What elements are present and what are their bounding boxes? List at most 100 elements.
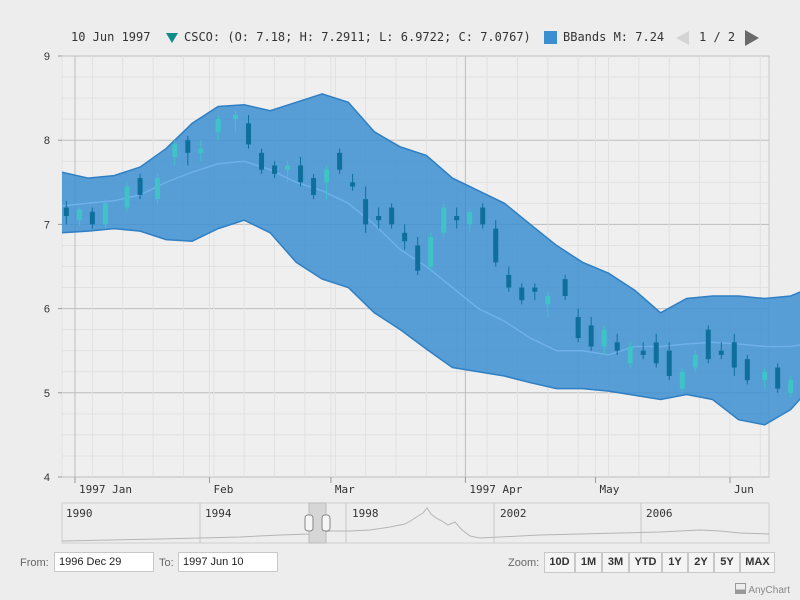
to-label: To: [159, 557, 174, 569]
candle-rising[interactable] [601, 329, 607, 347]
candle-rising[interactable] [679, 371, 685, 389]
candle-rising[interactable] [198, 148, 204, 153]
candle-rising[interactable] [102, 203, 108, 225]
candle-falling[interactable] [63, 207, 69, 216]
candle-falling[interactable] [640, 350, 646, 355]
bbands-middle-line [61, 160, 800, 356]
candle-falling[interactable] [588, 325, 594, 347]
legend-bbands-value: BBands M: 7.24 [563, 30, 665, 44]
x-tick-label: Feb [213, 483, 233, 496]
y-tick-label: 4 [44, 472, 50, 484]
candle-falling[interactable] [89, 211, 95, 225]
chart-legend: 10 Jun 1997 CSCO: (O: 7.18; H: 7.2911; L… [0, 30, 800, 48]
candle-rising[interactable] [285, 165, 291, 170]
candle-falling[interactable] [185, 140, 191, 153]
zoom-max-button[interactable]: MAX [740, 552, 775, 573]
candle-rising[interactable] [467, 211, 473, 225]
candle-falling[interactable] [246, 123, 252, 145]
candle-rising[interactable] [124, 186, 130, 208]
candle-falling[interactable] [614, 342, 620, 351]
candle-falling[interactable] [259, 152, 265, 170]
candle-rising[interactable] [76, 209, 82, 221]
candle-falling[interactable] [415, 245, 421, 271]
next-page-arrow-icon[interactable] [745, 30, 759, 46]
candle-falling[interactable] [402, 232, 408, 242]
candle-rising[interactable] [762, 371, 768, 381]
candle-falling[interactable] [666, 350, 672, 376]
scroller[interactable]: 1990 1994 1998 2002 2006 [61, 502, 770, 544]
bbands-upper-line [61, 93, 800, 314]
zoom-3m-button[interactable]: 3M [602, 552, 629, 573]
candle-rising[interactable] [215, 119, 221, 132]
from-label: From: [20, 557, 49, 569]
down-triangle-icon [166, 33, 178, 43]
candle-falling[interactable] [653, 342, 659, 364]
candle-rising[interactable] [428, 237, 434, 267]
candle-rising[interactable] [788, 380, 794, 393]
zoom-1m-button[interactable]: 1M [575, 552, 602, 573]
candle-falling[interactable] [311, 178, 317, 195]
candle-rising[interactable] [627, 346, 633, 364]
legend-date: 10 Jun 1997 [71, 30, 151, 44]
zoom-1y-button[interactable]: 1Y [662, 552, 688, 573]
anychart-credit-label: AnyChart [748, 585, 790, 596]
candle-falling[interactable] [718, 350, 724, 355]
scroller-label-1998: 1998 [352, 507, 379, 520]
legend-csco-values: CSCO: (O: 7.18; H: 7.2911; L: 6.9722; C:… [184, 30, 531, 44]
candle-falling[interactable] [454, 215, 460, 221]
candle-rising[interactable] [154, 178, 160, 200]
candle-rising[interactable] [545, 295, 551, 305]
candle-rising[interactable] [324, 169, 330, 183]
candle-rising[interactable] [232, 114, 238, 120]
candle-falling[interactable] [493, 228, 499, 263]
candle-falling[interactable] [775, 367, 781, 389]
from-date-input[interactable]: 1996 Dec 29 [54, 552, 154, 572]
scroller-right-handle[interactable] [321, 514, 331, 532]
scroller-label-2002: 2002 [500, 507, 527, 520]
legend-page-indicator: 1 / 2 [699, 30, 736, 44]
anychart-logo-icon [735, 583, 747, 594]
x-tick-label: Jun [734, 483, 754, 496]
candle-falling[interactable] [744, 359, 750, 381]
scroller-series-line [61, 507, 770, 542]
zoom-5y-button[interactable]: 5Y [714, 552, 740, 573]
candle-rising[interactable] [172, 144, 178, 158]
anychart-credit[interactable]: AnyChart [735, 583, 790, 596]
candle-falling[interactable] [705, 329, 711, 360]
scroller-label-2006: 2006 [646, 507, 673, 520]
candle-falling[interactable] [350, 182, 356, 187]
bbands-lower-line [61, 219, 800, 426]
to-date-input[interactable]: 1997 Jun 10 [178, 552, 278, 572]
bbands-swatch-icon [544, 31, 557, 44]
y-tick-label: 8 [44, 135, 50, 147]
candle-falling[interactable] [480, 207, 486, 225]
candle-falling[interactable] [519, 287, 525, 301]
candle-falling[interactable] [337, 152, 343, 170]
candle-falling[interactable] [575, 317, 581, 339]
range-controls: From: 1996 Dec 29 To: 1997 Jun 10 Zoom: … [0, 552, 800, 576]
candle-falling[interactable] [137, 178, 143, 195]
x-tick-label: Mar [335, 483, 355, 496]
prev-page-arrow-icon[interactable] [676, 31, 689, 45]
y-tick-label: 5 [44, 388, 50, 400]
zoom-ytd-button[interactable]: YTD [629, 552, 662, 573]
candle-falling[interactable] [562, 279, 568, 296]
scroller-left-handle[interactable] [304, 514, 314, 532]
candle-falling[interactable] [363, 199, 369, 225]
zoom-10d-button[interactable]: 10D [544, 552, 575, 573]
candle-falling[interactable] [389, 207, 395, 225]
candle-falling[interactable] [376, 215, 382, 221]
x-tick-label: 1997 Jan [79, 483, 132, 496]
y-tick-label: 9 [44, 51, 50, 63]
candle-falling[interactable] [731, 342, 737, 368]
candle-falling[interactable] [506, 274, 512, 288]
candles[interactable] [63, 110, 800, 398]
zoom-2y-button[interactable]: 2Y [688, 552, 714, 573]
candle-falling[interactable] [298, 165, 304, 183]
candle-rising[interactable] [441, 207, 447, 233]
candle-falling[interactable] [272, 165, 278, 174]
candle-rising[interactable] [692, 354, 698, 368]
scroller-track [61, 502, 770, 544]
candle-falling[interactable] [532, 287, 538, 292]
